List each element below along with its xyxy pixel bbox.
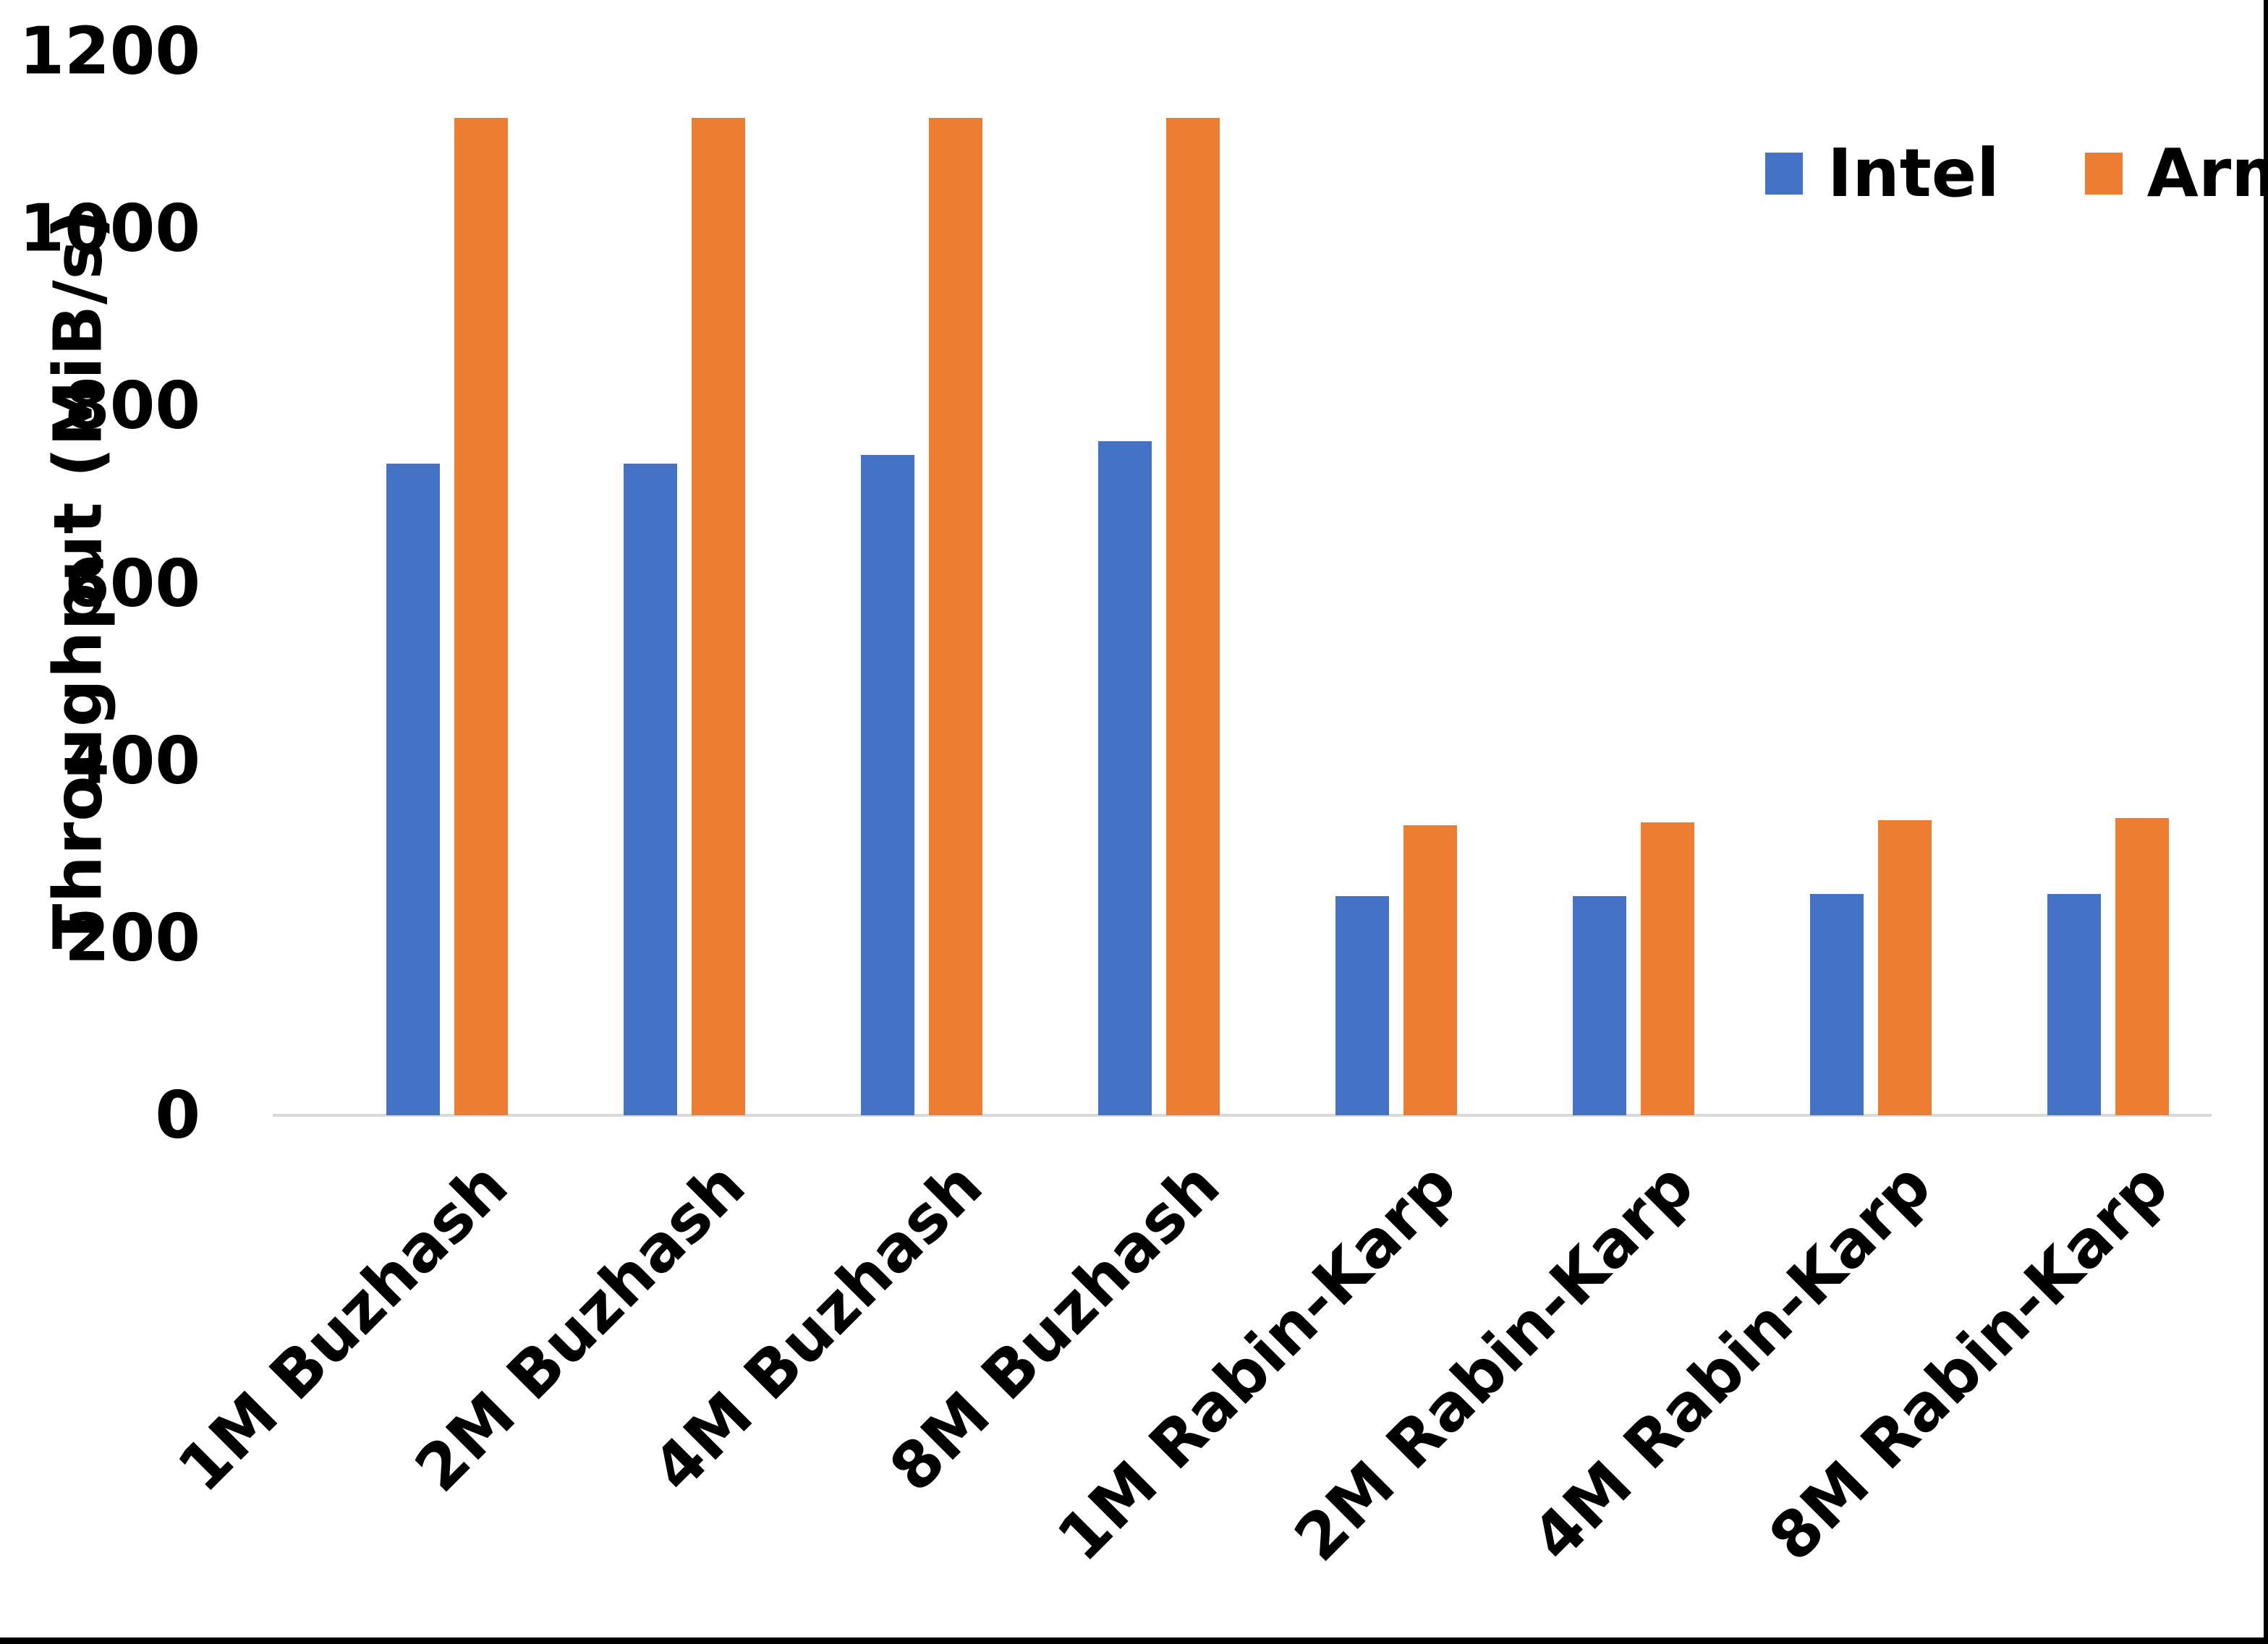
bar-intel-8m-rabin-karp <box>2047 893 2101 1115</box>
x-label-1m-rabin-karp: 1M Rabin-Karp <box>1042 1148 1471 1576</box>
x-label-2m-rabin-karp: 2M Rabin-Karp <box>1280 1148 1708 1576</box>
bar-arm-4m-buzhash <box>929 117 982 1115</box>
screenshot-border-right <box>2264 0 2268 1644</box>
legend-label-arm: Arm <box>2146 135 2268 212</box>
bar-arm-8m-buzhash <box>1166 117 1220 1115</box>
arm-color-swatch <box>2084 152 2123 195</box>
y-tick-1200: 1200 <box>19 13 201 90</box>
bar-arm-4m-rabin-karp <box>1878 819 1932 1115</box>
plot-area: 0 200 400 600 800 1000 1200 <box>20 14 2212 1154</box>
bar-intel-2m-buzhash <box>624 464 677 1115</box>
y-tick-600: 600 <box>64 545 200 621</box>
y-tick-0: 0 <box>155 1077 200 1154</box>
y-tick-800: 800 <box>64 367 200 444</box>
bar-intel-1m-buzhash <box>386 464 440 1115</box>
bar-arm-1m-buzhash <box>454 117 508 1115</box>
y-tick-1000: 1000 <box>19 190 201 267</box>
screenshot-border-bottom <box>0 1637 2268 1644</box>
bar-intel-1m-rabin-karp <box>1335 896 1389 1115</box>
x-label-8m-rabin-karp: 8M Rabin-Karp <box>1754 1148 2183 1576</box>
bar-arm-1m-rabin-karp <box>1403 825 1457 1115</box>
legend-label-intel: Intel <box>1827 135 2000 212</box>
bar-intel-8m-buzhash <box>1098 441 1152 1115</box>
legend-item-intel: Intel <box>1765 135 2000 212</box>
x-label-4m-rabin-karp: 4M Rabin-Karp <box>1517 1148 1945 1576</box>
bar-intel-4m-buzhash <box>861 454 914 1115</box>
bar-intel-4m-rabin-karp <box>1810 893 1864 1115</box>
intel-color-swatch <box>1765 152 1803 195</box>
y-tick-200: 200 <box>64 900 200 976</box>
legend-item-arm: Arm <box>2084 135 2268 212</box>
y-tick-400: 400 <box>64 723 200 799</box>
bar-arm-2m-buzhash <box>692 117 745 1115</box>
x-axis-line <box>273 1114 2212 1117</box>
legend: Intel Arm <box>1765 135 2268 212</box>
bar-arm-2m-rabin-karp <box>1641 822 1694 1115</box>
bar-arm-8m-rabin-karp <box>2115 818 2169 1115</box>
bar-intel-2m-rabin-karp <box>1573 896 1626 1115</box>
